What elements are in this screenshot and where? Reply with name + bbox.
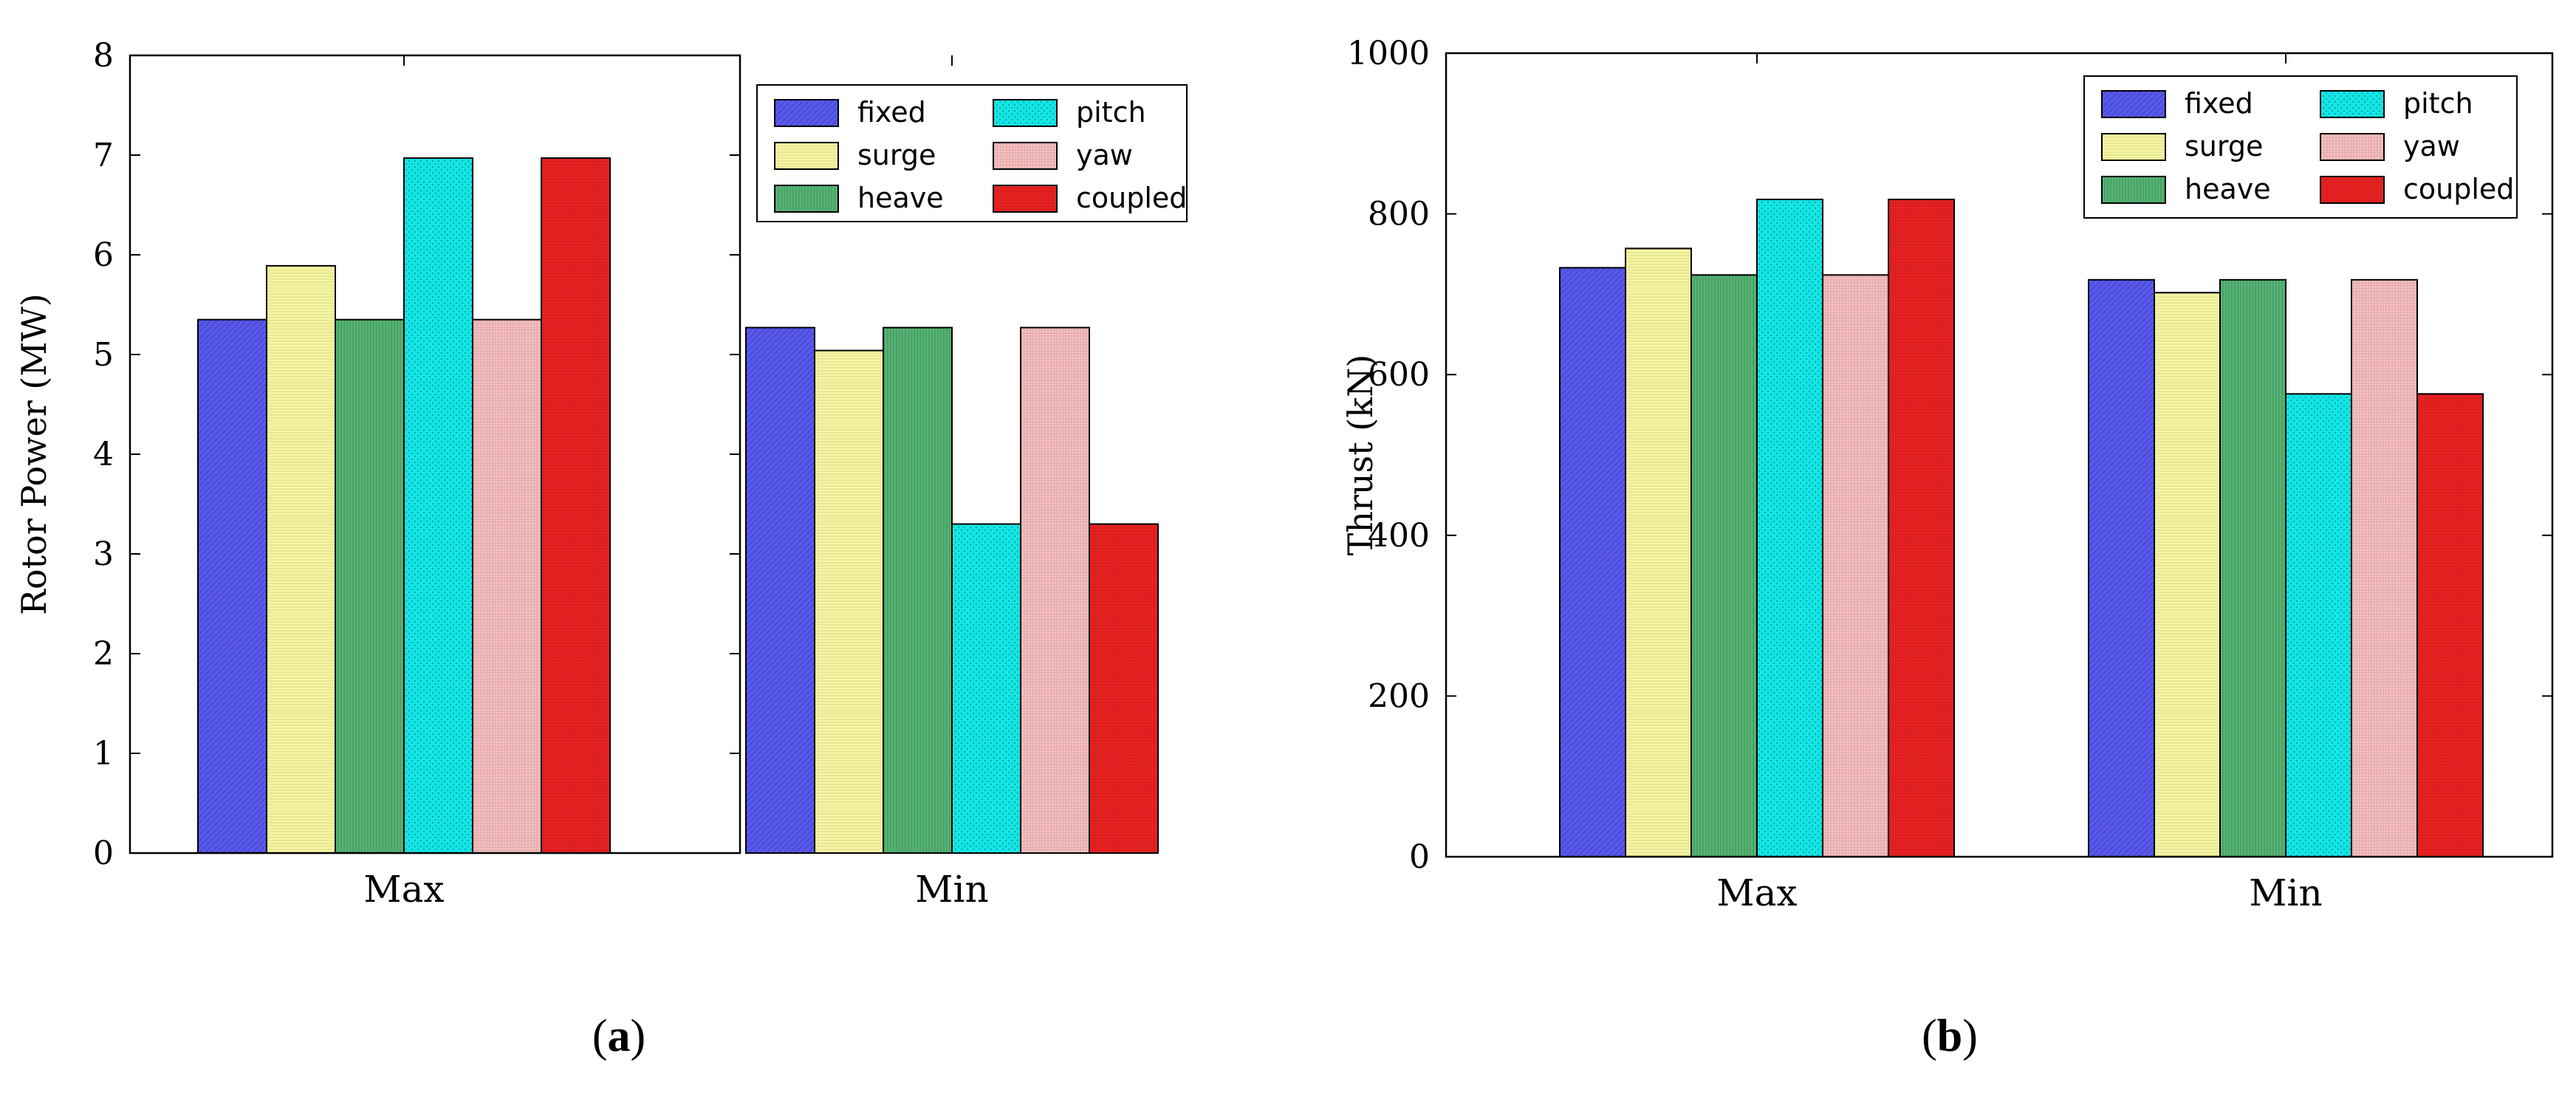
bar-min-fixed — [2088, 278, 2155, 858]
legend-label-yaw: yaw — [2403, 130, 2460, 162]
legend-label-fixed: fixed — [857, 96, 926, 129]
y-tick-label: 1000 — [1347, 35, 1430, 72]
legend-label-coupled: coupled — [2403, 173, 2514, 205]
chart-thrust: Max Min 0 200 400 600 800 1000 Thrust (kN) fixed s… — [1340, 35, 2554, 914]
bar-max-surge — [1625, 247, 1692, 858]
caption-b-open: ( — [1922, 1011, 1937, 1061]
legend-label-pitch: pitch — [2403, 87, 2473, 120]
y-tick-label: 0 — [1409, 838, 1430, 876]
legend-swatch-pitch — [2320, 90, 2385, 118]
chart-rotor-power: Max Min 0 1 2 3 4 5 6 7 8 Rotor Power (MW) fixed surg… — [14, 37, 1188, 911]
bar-min-coupled — [2416, 393, 2484, 857]
y-tick-label: 7 — [93, 137, 114, 174]
legend-swatch-heave — [774, 185, 839, 213]
category-label-max: Max — [1716, 872, 1797, 914]
bar-min-coupled — [1089, 523, 1159, 854]
y-tick-label: 5 — [93, 336, 114, 374]
bar-min-pitch — [951, 523, 1021, 854]
bar-max-yaw — [1822, 274, 1889, 857]
bar-min-yaw — [2351, 278, 2418, 858]
legend: fixed surge heave pitch yaw coupled — [2083, 75, 2518, 219]
legend-swatch-coupled — [993, 185, 1058, 213]
bar-max-yaw — [472, 318, 542, 854]
category-label-min: Min — [915, 868, 988, 911]
bar-min-surge — [814, 349, 884, 855]
legend-swatch-surge — [2101, 133, 2166, 161]
legend-label-surge: surge — [857, 139, 936, 171]
caption-b: (b) — [1922, 1010, 1978, 1063]
category-label-max: Max — [363, 868, 444, 911]
legend-label-surge: surge — [2185, 130, 2263, 162]
legend-swatch-fixed — [2101, 90, 2166, 118]
caption-a: (a) — [592, 1010, 645, 1063]
legend-swatch-heave — [2101, 176, 2166, 204]
legend-swatch-yaw — [993, 142, 1058, 170]
legend-swatch-pitch — [993, 99, 1058, 127]
bar-max-surge — [266, 264, 336, 855]
caption-b-label: b — [1936, 1011, 1963, 1061]
bar-min-pitch — [2285, 393, 2352, 857]
legend-swatch-fixed — [774, 99, 839, 127]
bar-min-heave — [2219, 278, 2286, 858]
legend-label-coupled: coupled — [1076, 182, 1187, 214]
y-tick-label: 4 — [93, 436, 114, 473]
bar-min-heave — [883, 326, 953, 854]
legend-swatch-surge — [774, 142, 839, 170]
y-axis-label: Rotor Power (MW) — [14, 293, 54, 614]
y-tick-label: 1 — [93, 735, 114, 773]
bar-max-coupled — [541, 157, 611, 855]
caption-a-label: a — [607, 1011, 631, 1061]
bar-max-coupled — [1888, 199, 1955, 857]
bar-max-fixed — [1559, 267, 1626, 858]
bar-min-yaw — [1020, 326, 1090, 854]
bar-min-surge — [2154, 292, 2221, 857]
y-tick-label: 6 — [93, 236, 114, 274]
bar-max-fixed — [197, 318, 267, 854]
y-axis-label: Thrust (kN) — [1340, 355, 1380, 556]
bar-max-heave — [335, 318, 405, 854]
category-label-min: Min — [2249, 872, 2322, 914]
y-tick-label: 8 — [93, 37, 114, 75]
caption-a-open: ( — [592, 1011, 608, 1061]
caption-a-close: ) — [630, 1011, 646, 1061]
legend-label-heave: heave — [857, 182, 944, 214]
bar-max-pitch — [403, 157, 473, 855]
y-tick-label: 600 — [1368, 356, 1430, 394]
y-tick-label: 0 — [93, 835, 114, 872]
legend-swatch-yaw — [2320, 133, 2385, 161]
y-tick-label: 800 — [1368, 196, 1430, 233]
bar-max-heave — [1690, 274, 1758, 857]
legend-label-heave: heave — [2185, 173, 2271, 205]
legend-label-fixed: fixed — [2185, 87, 2253, 120]
legend-label-yaw: yaw — [1076, 139, 1133, 171]
bar-max-pitch — [1756, 199, 1823, 857]
legend: fixed surge heave pitch yaw coupled — [756, 84, 1188, 222]
y-tick-label: 200 — [1368, 677, 1430, 715]
bar-min-fixed — [745, 326, 815, 854]
plot-frame — [1445, 52, 2554, 858]
y-tick-label: 3 — [93, 535, 114, 573]
legend-label-pitch: pitch — [1076, 96, 1146, 129]
legend-swatch-coupled — [2320, 176, 2385, 204]
caption-b-close: ) — [1962, 1011, 1978, 1061]
y-tick-label: 2 — [93, 635, 114, 673]
y-tick-label: 400 — [1368, 517, 1430, 555]
